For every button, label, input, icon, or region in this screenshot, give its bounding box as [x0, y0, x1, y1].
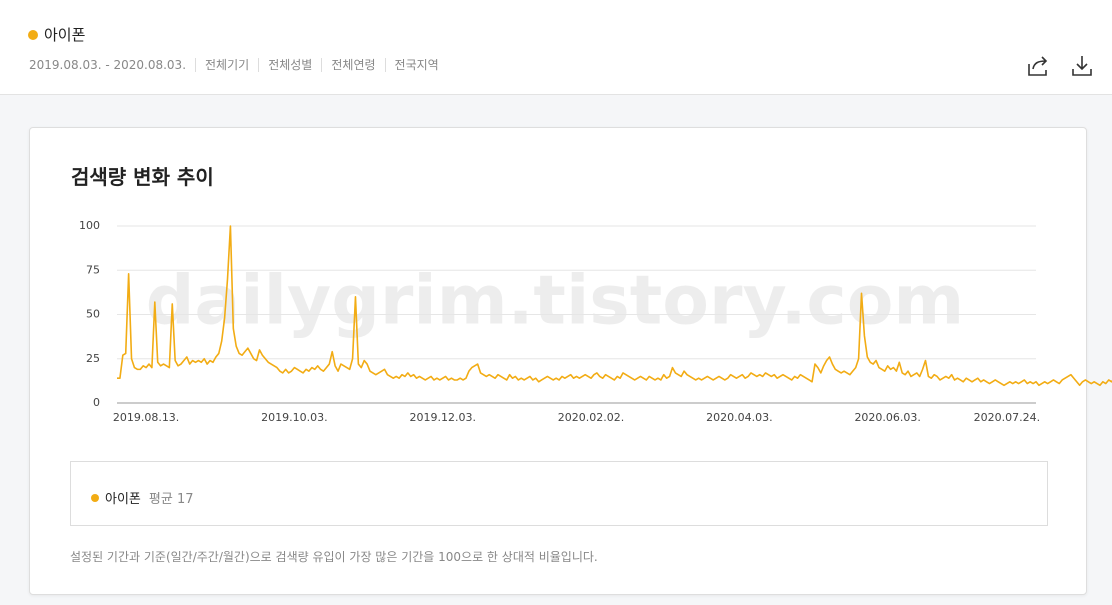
y-tick-label: 0: [93, 396, 100, 409]
x-tick-label: 2019.10.03.: [261, 411, 327, 424]
watermark: dailygrim.tistory.com: [146, 262, 965, 341]
y-tick-label: 100: [79, 219, 100, 232]
legend-average: 평균 17: [148, 492, 194, 507]
legend-row: 아이폰 평균 17: [91, 488, 194, 507]
card-title: 검색량 변화 추이: [71, 165, 214, 189]
y-tick-label: 50: [86, 308, 100, 321]
legend-name: 아이폰: [105, 492, 141, 507]
x-tick-label: 2019.08.13.: [113, 411, 179, 424]
x-tick-label: 2019.12.03.: [409, 411, 475, 424]
filter: 전체연령: [321, 58, 384, 72]
period: 2019.08.03. - 2020.08.03.: [29, 58, 187, 72]
filter: 전체성별: [258, 58, 321, 72]
filters: 2019.08.03. - 2020.08.03. 전체기기 전체성별 전체연령…: [29, 58, 448, 72]
x-tick-label: 2020.04.03.: [706, 411, 772, 424]
legend-dot: [91, 493, 99, 502]
header: 아이폰 2019.08.03. - 2020.08.03. 전체기기 전체성별 …: [0, 0, 1112, 95]
y-tick-label: 75: [86, 263, 100, 276]
share-button[interactable]: [1026, 54, 1050, 78]
y-tick-label: 25: [86, 352, 100, 365]
legend: 아이폰 평균 17: [70, 461, 1048, 526]
keyword-title: 아이폰: [44, 26, 86, 44]
x-tick-label: 2020.02.02.: [558, 411, 624, 424]
filter: 전체기기: [195, 58, 258, 72]
x-tick-label: 2020.07.24.: [974, 411, 1040, 424]
download-button[interactable]: [1070, 54, 1094, 78]
title-row: 아이폰: [28, 24, 85, 45]
footnote: 설정된 기간과 기준(일간/주간/월간)으로 검색량 유입이 가장 많은 기간을…: [70, 550, 598, 564]
series-dot: [28, 29, 38, 40]
filter: 전국지역: [384, 58, 448, 72]
x-tick-label: 2020.06.03.: [854, 411, 920, 424]
series-line: [117, 225, 1112, 387]
